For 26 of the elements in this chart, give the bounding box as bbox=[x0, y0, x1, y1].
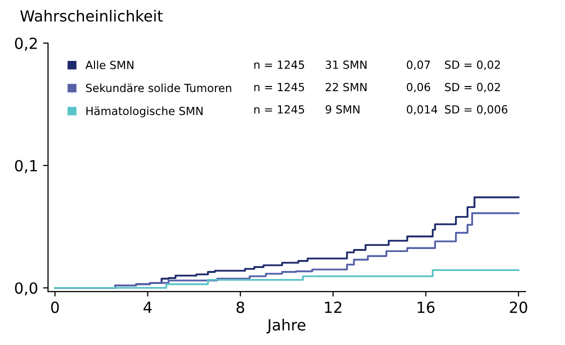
legend-label: Sekundäre solide Tumoren bbox=[86, 84, 232, 92]
x-tick-label: 16 bbox=[418, 302, 435, 314]
legend-label: Alle SMN bbox=[85, 60, 134, 70]
x-tick-label: 4 bbox=[144, 302, 152, 313]
annotation: n = 1245 bbox=[254, 60, 304, 69]
x-tick-label: 12 bbox=[325, 302, 342, 313]
y-tick-label: 0,2 bbox=[15, 38, 37, 51]
annotation: 9 SMN bbox=[326, 105, 360, 114]
annotation: 31 SMN bbox=[326, 60, 366, 69]
annotation: SD = 0,02 bbox=[445, 82, 500, 92]
y-axis-title: Wahrscheinlichkeit bbox=[20, 10, 163, 22]
x-tick-label: 8 bbox=[236, 302, 244, 314]
x-tick-label: 0 bbox=[51, 302, 59, 314]
annotation: 0,07 bbox=[406, 60, 430, 70]
annotation: SD = 0,006 bbox=[445, 105, 508, 115]
annotation: 22 SMN bbox=[326, 82, 366, 92]
annotation: n = 1245 bbox=[254, 82, 304, 92]
y-tick-label: 0,1 bbox=[15, 160, 37, 174]
annotation: 0,06 bbox=[406, 82, 430, 92]
annotation: n = 1245 bbox=[254, 105, 304, 114]
legend-label: Hämatologische SMN bbox=[86, 106, 202, 118]
y-tick-label: 0,0 bbox=[15, 282, 38, 296]
x-axis-title: Jahre bbox=[266, 318, 306, 334]
x-tick-label: 20 bbox=[510, 302, 528, 314]
annotation: SD = 0,02 bbox=[445, 60, 500, 70]
annotation: 0,014 bbox=[406, 105, 438, 115]
